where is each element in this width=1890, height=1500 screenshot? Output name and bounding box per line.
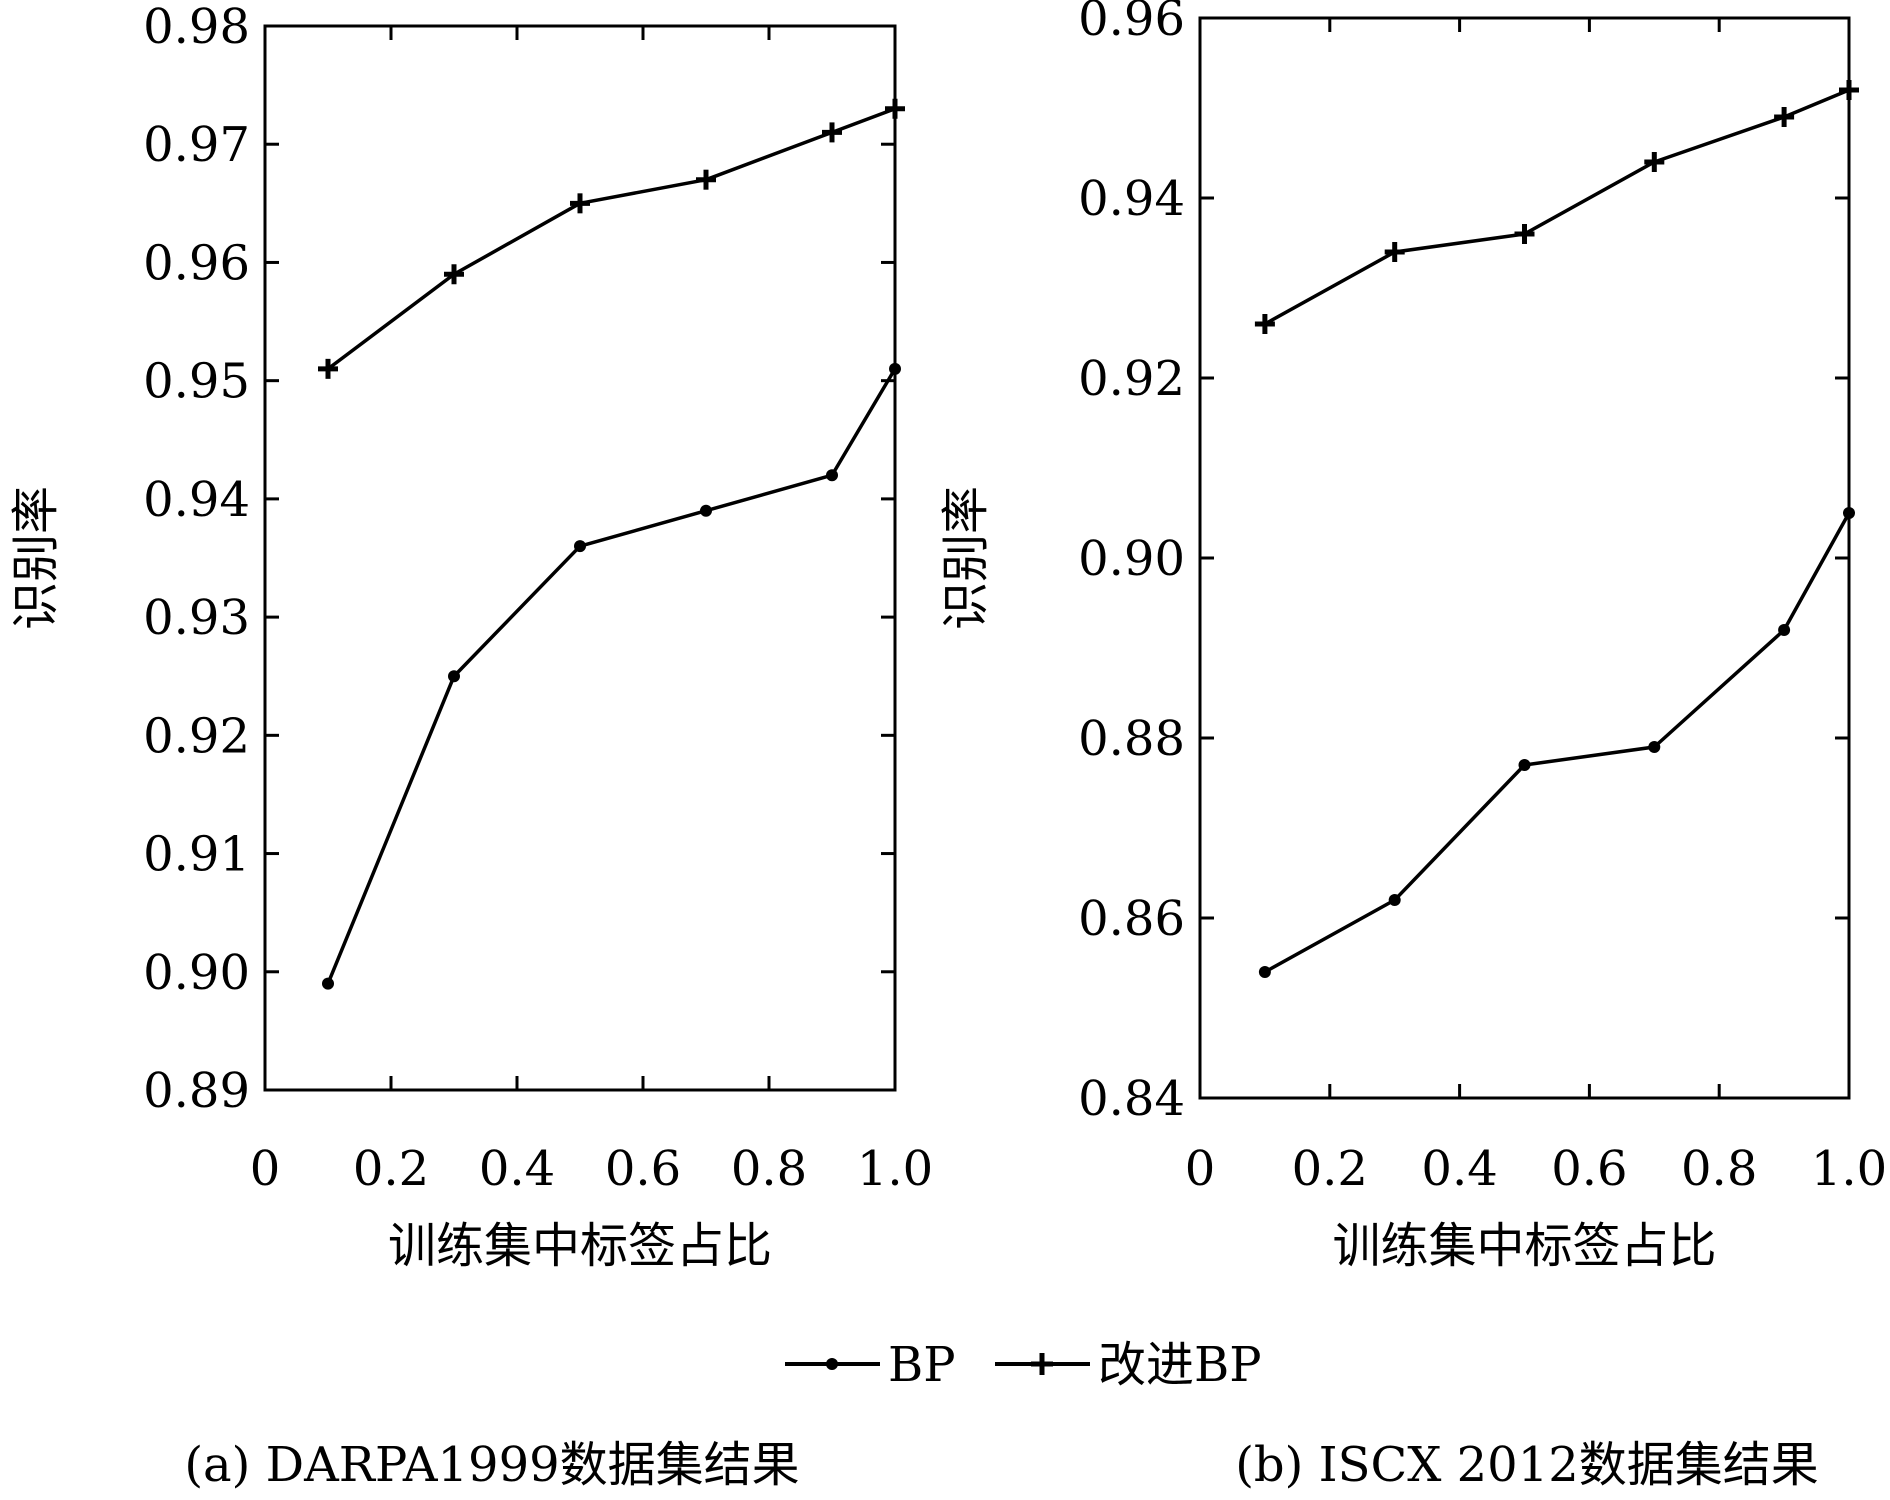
x-tick-label: 1.0 xyxy=(1811,1141,1887,1197)
data-point xyxy=(570,193,590,214)
data-point xyxy=(448,670,460,683)
chart-a: 0.89 0.90 0.91 0.92 0.93 0.94 0.95 0.96 0.97 0.98… xyxy=(8,0,933,1274)
y-tick-label: 0.92 xyxy=(1078,351,1185,407)
x-tick-label: 0 xyxy=(1185,1141,1216,1197)
legend-bp-marker xyxy=(826,1358,838,1370)
data-point xyxy=(822,122,842,143)
y-tick-label: 0.88 xyxy=(1078,711,1185,767)
data-point xyxy=(1388,894,1401,906)
data-point xyxy=(889,362,901,375)
plot-frame xyxy=(263,24,897,1092)
caption-a: (a) DARPA1999数据集结果 xyxy=(184,1437,799,1493)
series-bp xyxy=(322,362,901,990)
x-tick-label: 0.4 xyxy=(1421,1141,1497,1197)
data-point xyxy=(1839,80,1859,100)
y-tick-label: 0.95 xyxy=(143,354,250,410)
data-point xyxy=(1843,507,1855,519)
data-point xyxy=(696,169,716,190)
y-tick-label: 0.91 xyxy=(143,827,250,883)
data-point xyxy=(444,264,464,285)
data-point xyxy=(826,469,838,482)
legend-improved-bp-marker xyxy=(1031,1353,1053,1375)
x-tick-label: 0.8 xyxy=(731,1141,807,1197)
y-axis-title: 识别率 xyxy=(938,486,994,630)
y-tick-label: 0.94 xyxy=(1078,171,1185,227)
x-tick-label: 0.8 xyxy=(1681,1141,1757,1197)
legend-bp-label: BP xyxy=(888,1337,956,1393)
data-point xyxy=(322,977,334,990)
y-tick-label: 0.94 xyxy=(143,472,250,528)
y-tick-label: 0.97 xyxy=(143,117,250,173)
y-tick-label: 0.86 xyxy=(1078,891,1185,947)
data-point xyxy=(1254,314,1275,334)
y-tick-label: 0.93 xyxy=(143,590,250,646)
y-tick-label: 0.92 xyxy=(143,708,250,764)
data-point xyxy=(1518,759,1531,771)
data-point xyxy=(885,98,905,119)
x-tick-label: 0.6 xyxy=(1551,1141,1627,1197)
data-point xyxy=(1778,624,1791,636)
series-line xyxy=(1264,512,1851,974)
data-point xyxy=(1648,741,1661,753)
plot-frame xyxy=(1198,16,1851,1100)
series-line xyxy=(1264,88,1850,326)
legend-item-bp: BP xyxy=(785,1337,956,1393)
series-bp xyxy=(1258,507,1855,978)
y-axis-title: 识别率 xyxy=(8,486,64,630)
legend-improved-bp-label: 改进BP xyxy=(1098,1337,1262,1393)
series-line xyxy=(326,107,896,371)
x-tick-label: 0.2 xyxy=(353,1141,429,1197)
legend-item-improved-bp: 改进BP xyxy=(995,1337,1262,1393)
data-point xyxy=(1258,966,1271,978)
chart-b: 0.84 0.86 0.88 0.90 0.92 0.94 0.96 0 0.2 0.4 0.6 0.… xyxy=(938,0,1887,1274)
data-point xyxy=(1384,242,1405,262)
x-tick-label: 0.2 xyxy=(1292,1141,1368,1197)
x-tick-label: 0 xyxy=(250,1141,281,1197)
x-tick-label: 1.0 xyxy=(857,1141,933,1197)
data-point xyxy=(700,504,712,517)
x-tick-label: 0.4 xyxy=(479,1141,555,1197)
data-point xyxy=(1514,224,1535,244)
y-tick-label: 0.96 xyxy=(1078,0,1185,47)
legend: BP 改进BP xyxy=(785,1337,1262,1393)
x-axis-title: 训练集中标签占比 xyxy=(1332,1218,1716,1274)
y-tick-label: 0.96 xyxy=(143,235,250,291)
data-point xyxy=(1774,107,1795,127)
x-axis-title: 训练集中标签占比 xyxy=(388,1218,772,1274)
y-tick-label: 0.98 xyxy=(143,0,250,55)
y-tick-label: 0.90 xyxy=(1078,531,1185,587)
series-improved-bp xyxy=(1254,80,1859,334)
data-point xyxy=(318,358,338,379)
series-improved-bp xyxy=(318,98,905,379)
caption-b: (b) ISCX 2012数据集结果 xyxy=(1235,1437,1819,1493)
y-tick-label: 0.84 xyxy=(1078,1071,1185,1127)
data-point xyxy=(574,540,586,553)
x-tick-label: 0.6 xyxy=(605,1141,681,1197)
data-point xyxy=(1644,152,1665,172)
series-line xyxy=(326,367,897,985)
y-tick-label: 0.90 xyxy=(143,945,250,1001)
y-tick-label: 0.89 xyxy=(143,1063,250,1119)
